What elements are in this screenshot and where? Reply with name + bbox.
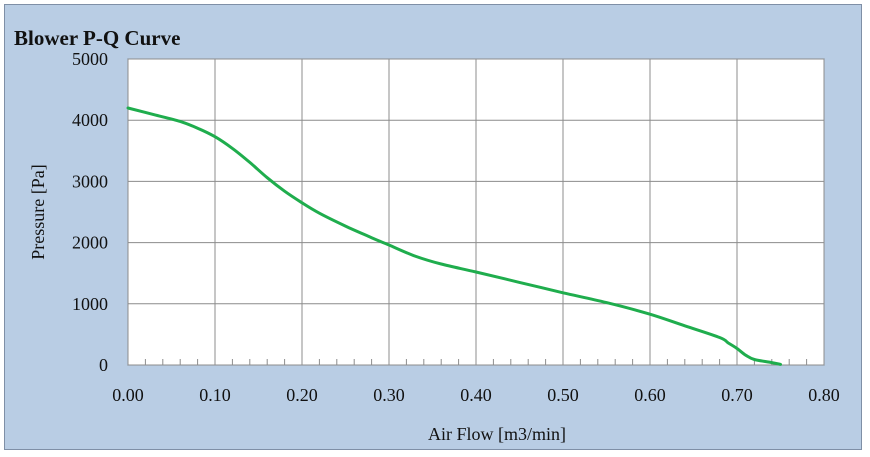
x-tick-label-4: 0.40: [460, 385, 492, 405]
series-line-0: [126, 106, 782, 366]
chart-title: Blower P-Q Curve: [14, 26, 180, 50]
grid-lines: [127, 58, 825, 366]
y-tick-label-1: 1000: [72, 294, 108, 314]
y-tick-label-0: 0: [99, 355, 108, 375]
y-tick-label-5: 5000: [72, 49, 108, 69]
y-tick-label-4: 4000: [72, 110, 108, 130]
y-tick-label-2: 2000: [72, 233, 108, 253]
series-group: [126, 106, 782, 366]
x-tick-label-2: 0.20: [286, 385, 318, 405]
x-axis-label: Air Flow [m3/min]: [428, 424, 566, 444]
x-tick-label-5: 0.50: [547, 385, 579, 405]
x-tick-label-1: 0.10: [199, 385, 231, 405]
y-tick-label-3: 3000: [72, 171, 108, 191]
x-tick-label-8: 0.80: [808, 385, 840, 405]
x-tick-label-7: 0.70: [721, 385, 753, 405]
y-axis-label: Pressure [Pa]: [28, 164, 48, 259]
x-tick-label-6: 0.60: [634, 385, 666, 405]
minor-ticks: [144, 359, 808, 365]
y-tick-labels: 0 1000 2000 3000 4000 5000: [72, 49, 108, 375]
x-tick-label-3: 0.30: [373, 385, 405, 405]
x-tick-labels: 0.00 0.10 0.20 0.30 0.40 0.50 0.60 0.70 0.80: [112, 385, 840, 405]
x-tick-label-0: 0.00: [112, 385, 144, 405]
